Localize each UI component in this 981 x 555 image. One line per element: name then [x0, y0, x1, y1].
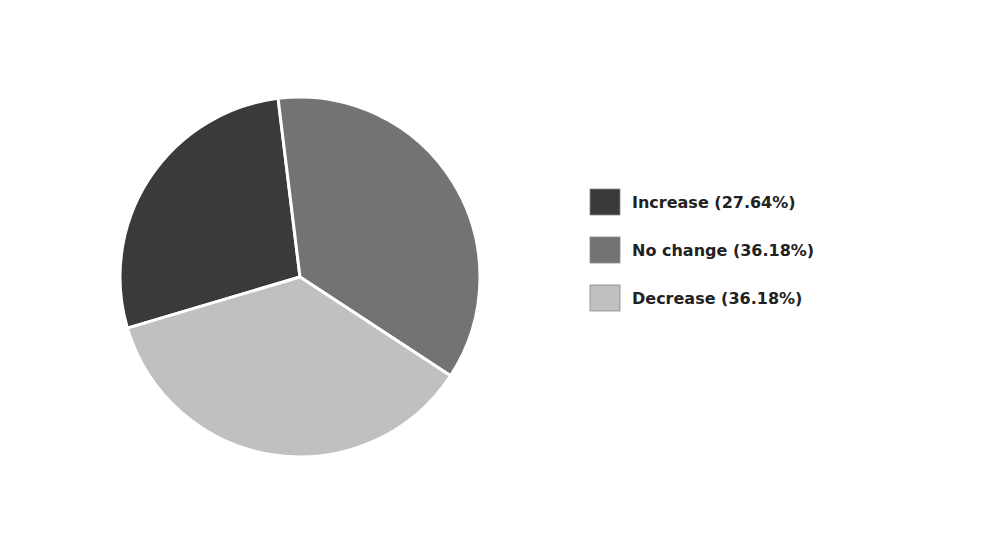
legend-label: Increase (27.64%) [632, 193, 796, 212]
legend-swatch [590, 189, 620, 215]
legend-swatch [590, 285, 620, 311]
legend: Increase (27.64%) No change (36.18%) Decre… [590, 189, 814, 311]
legend-label: No change (36.18%) [632, 241, 814, 260]
legend-label: Decrease (36.18%) [632, 289, 802, 308]
pie [120, 97, 480, 457]
pie-slice [127, 277, 450, 457]
chart-container: Increase (27.64%) No change (36.18%) Decre… [0, 0, 981, 555]
chart: Increase (27.64%) No change (36.18%) Decre… [0, 0, 981, 555]
legend-swatch [590, 237, 620, 263]
